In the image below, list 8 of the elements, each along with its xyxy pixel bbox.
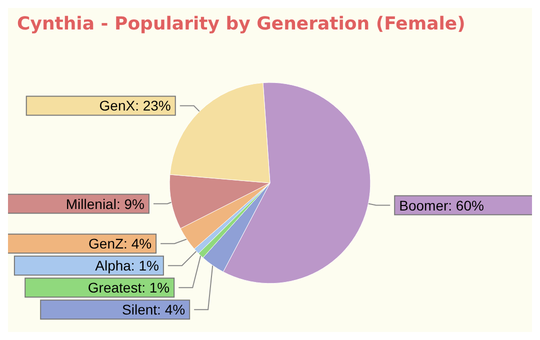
- slice-label: GenX: 23%: [99, 98, 171, 114]
- slice-label: GenZ: 4%: [88, 236, 152, 252]
- slice-label: Silent: 4%: [122, 302, 186, 318]
- slice-label: Greatest: 1%: [88, 280, 170, 296]
- slice-label: Boomer: 60%: [399, 197, 484, 214]
- slice-label: Millenial: 9%: [66, 196, 144, 212]
- slice-label: Alpha: 1%: [95, 258, 159, 274]
- chart-title: Cynthia - Popularity by Generation (Female): [17, 14, 466, 34]
